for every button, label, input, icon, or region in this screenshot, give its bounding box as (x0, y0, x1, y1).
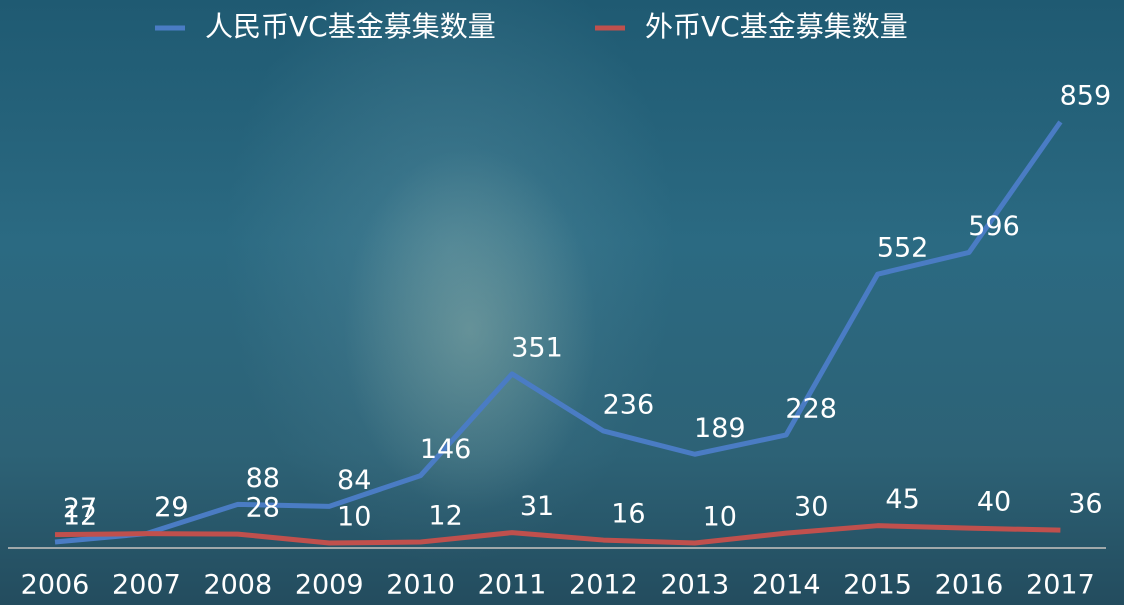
x-tick-label: 2011 (478, 570, 547, 601)
data-label: 84 (337, 465, 371, 496)
legend-label: 人民币VC基金募集数量 (205, 10, 496, 43)
data-label: 40 (977, 487, 1011, 518)
x-tick-label: 2014 (752, 570, 821, 601)
chart: 2006 2007 2008 2009 2010 2011 2012 2013 2014 2015… (0, 0, 1124, 605)
data-label: 859 (1060, 80, 1112, 111)
data-label: 27 (63, 493, 97, 524)
data-label: 28 (246, 493, 280, 524)
data-label: 36 (1068, 489, 1102, 520)
data-label: 16 (611, 499, 645, 530)
data-label: 596 (968, 211, 1020, 242)
x-tick-label: 2016 (935, 570, 1004, 601)
data-label: 236 (603, 389, 655, 420)
data-label: 30 (794, 492, 828, 523)
data-label: 29 (154, 492, 188, 523)
data-label: 10 (703, 502, 737, 533)
x-tick-label: 2006 (21, 570, 90, 601)
legend-label: 外币VC基金募集数量 (645, 10, 908, 43)
x-tick-label: 2017 (1026, 570, 1095, 601)
data-label: 351 (511, 332, 563, 363)
chart-container: 2006 2007 2008 2009 2010 2011 2012 2013 2014 2015… (0, 0, 1124, 605)
data-label: 10 (337, 502, 371, 533)
x-tick-label: 2009 (295, 570, 364, 601)
x-tick-label: 2015 (843, 570, 912, 601)
data-label: 146 (420, 434, 472, 465)
x-tick-label: 2007 (112, 570, 181, 601)
data-label: 552 (877, 233, 929, 264)
data-label: 88 (246, 463, 280, 494)
x-tick-label: 2010 (386, 570, 455, 601)
data-label: 31 (520, 491, 554, 522)
data-label: 228 (785, 393, 837, 424)
data-label: 12 (428, 501, 462, 532)
data-label: 45 (885, 484, 919, 515)
data-label: 189 (694, 413, 746, 444)
series-line (55, 526, 1060, 543)
x-tick-label: 2008 (203, 570, 272, 601)
x-tick-label: 2013 (660, 570, 729, 601)
x-tick-label: 2012 (569, 570, 638, 601)
